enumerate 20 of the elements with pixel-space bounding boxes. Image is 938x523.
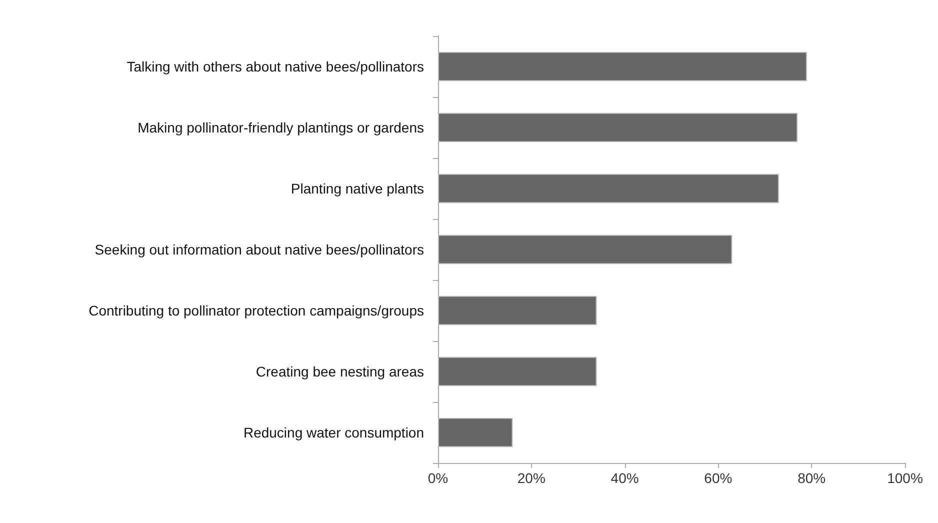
y-tick-label: Making pollinator-friendly plantings or gardens <box>138 120 424 136</box>
y-tick-label: Reducing water consumption <box>243 424 424 440</box>
bar <box>438 234 732 264</box>
x-tick-label: 40% <box>610 470 639 486</box>
y-tick-label: Talking with others about native bees/pollinators <box>126 58 424 74</box>
y-tick-label: Seeking out information about native bees/pollinators <box>94 242 424 258</box>
x-tick-label: 0% <box>428 470 448 486</box>
y-tick-label: Creating bee nesting areas <box>256 364 424 380</box>
bar <box>438 418 513 448</box>
bar <box>438 112 798 142</box>
bar <box>438 356 597 386</box>
bar <box>438 174 779 204</box>
bar <box>438 296 597 326</box>
bar <box>438 52 807 82</box>
y-tick-label: Planting native plants <box>290 180 424 196</box>
x-tick-label: 60% <box>704 470 732 486</box>
y-tick-label: Contributing to pollinator protection campaigns/groups <box>88 302 424 318</box>
x-tick-label: 20% <box>517 470 546 486</box>
x-tick-label: 100% <box>887 470 923 486</box>
x-tick-label: 80% <box>798 470 826 486</box>
